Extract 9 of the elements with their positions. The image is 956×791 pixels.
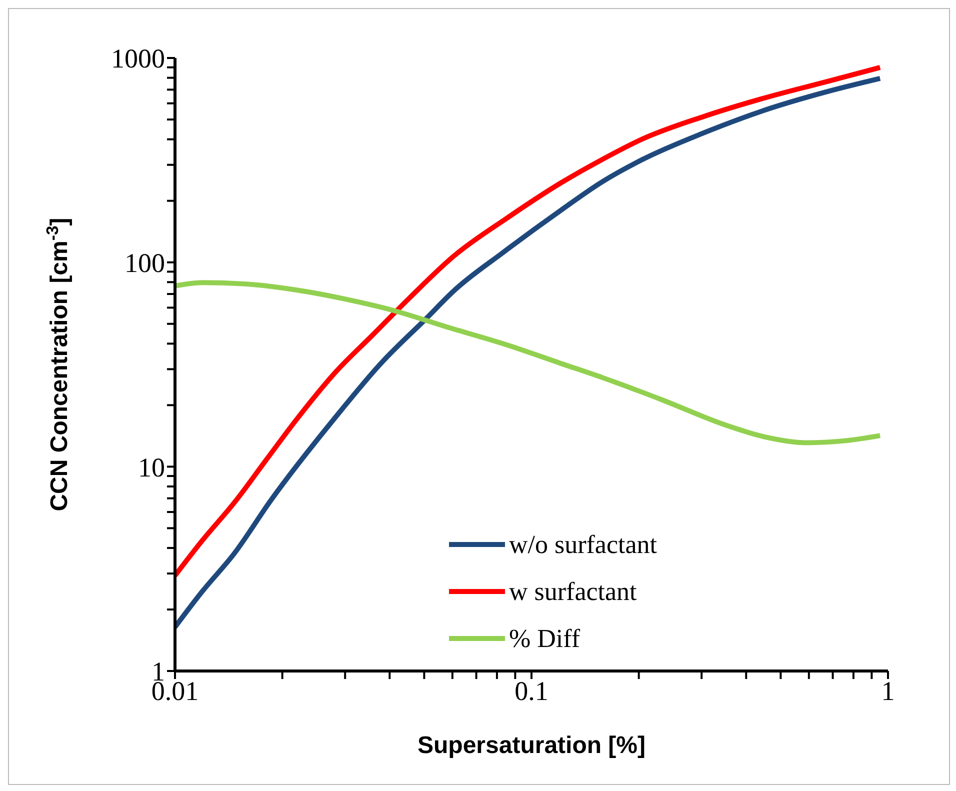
- legend-label: % Diff: [509, 623, 580, 655]
- y-tick-label: 100: [124, 248, 165, 278]
- y-tick-label: 10: [138, 452, 165, 482]
- x-tick-label: 1: [881, 676, 895, 706]
- x-axis-title: Supersaturation [%]: [417, 732, 646, 759]
- x-tick-label: 0.1: [514, 676, 548, 706]
- legend-label: w surfactant: [509, 576, 637, 608]
- y-tick-label: 1000: [111, 44, 165, 74]
- legend-label: w/o surfactant: [509, 529, 658, 561]
